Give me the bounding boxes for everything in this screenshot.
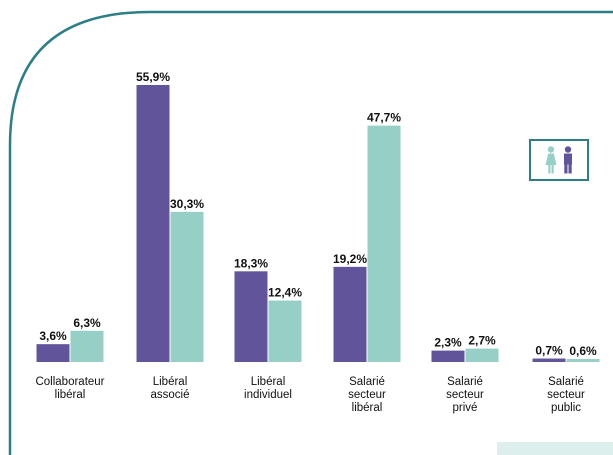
category-label: Salarié [447, 376, 483, 388]
bar-series1 [234, 271, 268, 362]
bar-series1 [136, 85, 170, 362]
bar-series2 [465, 348, 499, 362]
category-label: associé [151, 389, 190, 401]
bar-series1 [431, 350, 465, 362]
data-label: 18,3% [234, 256, 268, 270]
category-label: secteur [446, 389, 484, 401]
category-label: libéral [55, 389, 86, 401]
bar-series2 [367, 125, 401, 362]
bar-series1 [36, 344, 70, 362]
bar-series2 [566, 359, 600, 362]
bar-series2 [70, 330, 104, 362]
category-label: individuel [244, 389, 292, 401]
data-label: 2,3% [434, 336, 462, 350]
category-label: public [551, 402, 581, 414]
data-label: 3,6% [39, 329, 67, 343]
category-label: Libéral [251, 376, 286, 388]
data-label: 6,3% [73, 316, 101, 330]
category-label: Salarié [548, 376, 584, 388]
category-label: Collaborateur [35, 376, 104, 388]
bar-series2 [170, 211, 204, 362]
category-label: secteur [547, 389, 585, 401]
category-label: privé [453, 402, 478, 414]
corner-panel [497, 442, 613, 455]
bar-series2 [268, 300, 302, 362]
data-label: 19,2% [333, 252, 367, 266]
category-label: Libéral [153, 376, 188, 388]
data-label: 12,4% [268, 286, 302, 300]
category-label: libéral [352, 402, 383, 414]
data-label: 2,7% [468, 334, 496, 348]
data-label: 55,9% [136, 70, 170, 84]
data-label: 47,7% [367, 111, 401, 125]
legend [529, 139, 589, 181]
category-label: secteur [348, 389, 386, 401]
bar-series1 [333, 266, 367, 362]
woman-icon [545, 146, 557, 174]
man-icon [564, 146, 572, 174]
bar-series1 [532, 358, 566, 362]
data-label: 0,7% [535, 344, 563, 358]
category-label: Salarié [349, 376, 385, 388]
data-label: 30,3% [170, 197, 204, 211]
data-label: 0,6% [569, 344, 597, 358]
